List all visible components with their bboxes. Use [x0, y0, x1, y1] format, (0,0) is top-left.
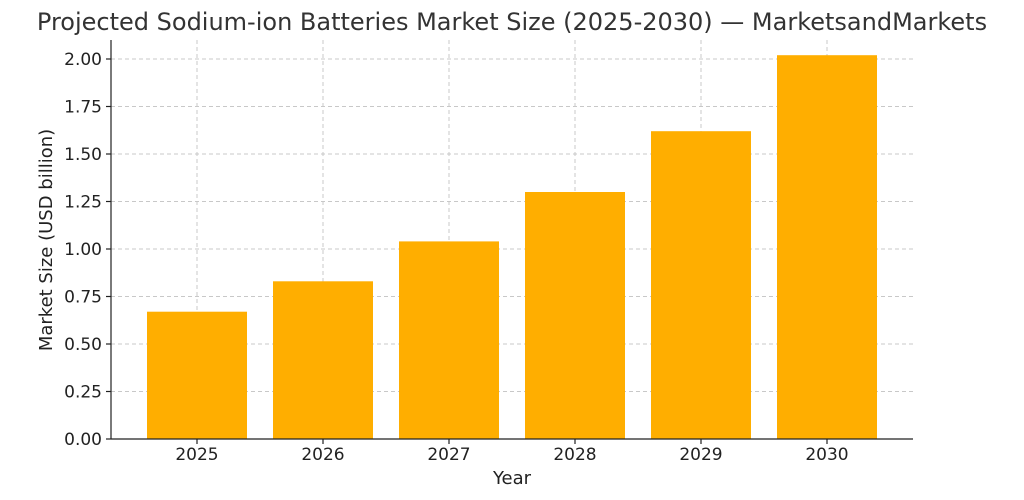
bars-layer [147, 55, 877, 439]
y-tick-label: 0.25 [64, 383, 102, 403]
bar-2025 [147, 311, 247, 439]
y-tick-label: 1.50 [64, 145, 102, 165]
x-tick-label: 2030 [805, 445, 848, 465]
x-tick-label: 2029 [679, 445, 722, 465]
y-tick-label: 0.75 [64, 288, 102, 308]
x-tick-label: 2027 [427, 445, 470, 465]
x-ticks-layer: 2025 2026 2027 2028 2029 2030 [175, 439, 849, 465]
chart-title: Projected Sodium-ion Batteries Market Si… [37, 8, 987, 36]
bar-2027 [399, 241, 499, 439]
x-tick-label: 2028 [553, 445, 596, 465]
x-tick-label: 2026 [301, 445, 344, 465]
bar-2029 [651, 131, 751, 439]
bar-2030 [777, 55, 877, 439]
y-tick-label: 0.50 [64, 335, 102, 355]
y-tick-label: 1.25 [64, 193, 102, 213]
y-tick-label: 0.00 [64, 430, 102, 450]
y-tick-label: 1.75 [64, 98, 102, 118]
x-axis-label: Year [492, 468, 532, 489]
y-tick-label: 2.00 [64, 50, 102, 70]
y-tick-label: 1.00 [64, 240, 102, 260]
y-ticks-layer: 0.00 0.25 0.50 0.75 1.00 1.25 1.50 1.75 2.00 [64, 50, 111, 450]
x-tick-label: 2025 [175, 445, 218, 465]
bar-2028 [525, 192, 625, 439]
y-axis-label: Market Size (USD billion) [36, 129, 57, 351]
bar-2026 [273, 281, 373, 439]
